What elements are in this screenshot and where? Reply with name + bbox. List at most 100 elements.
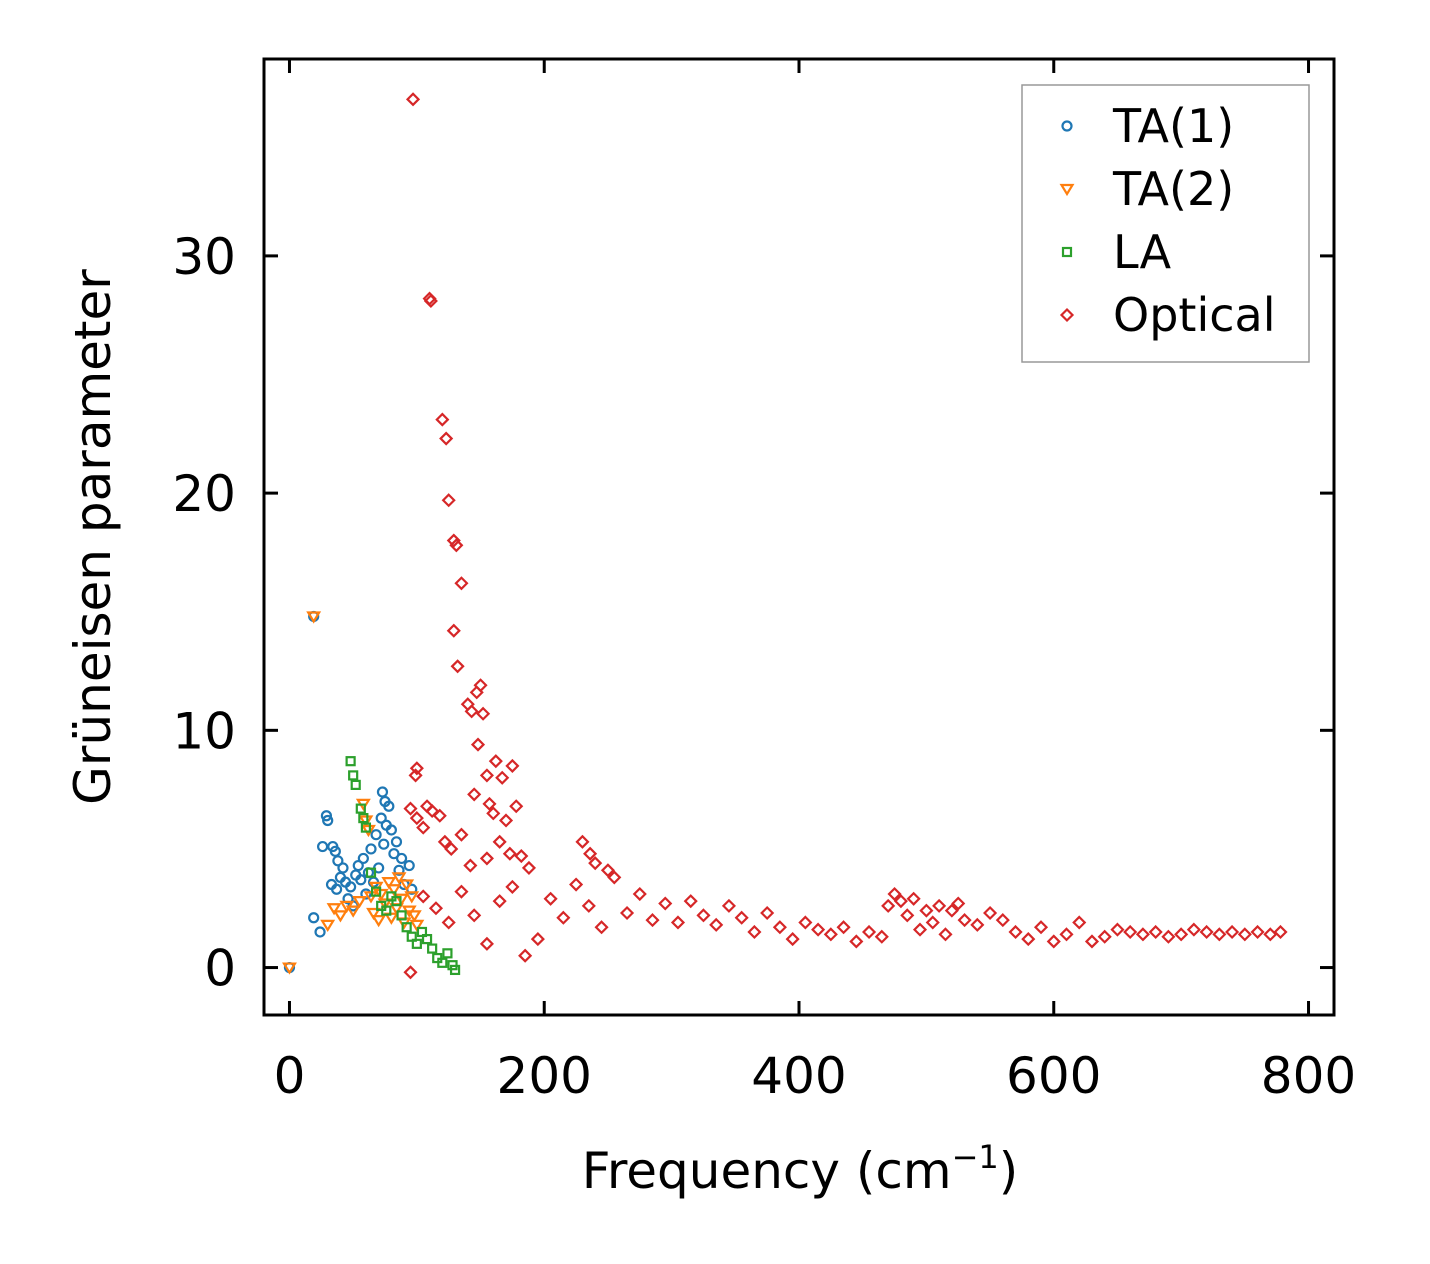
data-point	[394, 893, 410, 906]
data-point	[906, 891, 921, 906]
data-point	[747, 924, 762, 940]
data-point	[441, 915, 456, 930]
data-point	[416, 820, 431, 835]
data-point	[460, 697, 475, 712]
data-point	[645, 913, 660, 928]
data-point	[446, 533, 461, 548]
data-point	[811, 922, 826, 937]
data-point	[390, 836, 403, 848]
data-point	[893, 894, 908, 909]
data-point	[357, 852, 369, 865]
legend-entry: TA(2)	[1059, 162, 1234, 216]
x-tick-label: 400	[751, 1047, 846, 1105]
data-point	[437, 957, 448, 968]
legend-label: Optical	[1113, 288, 1275, 342]
data-point	[428, 901, 444, 916]
data-point	[454, 576, 469, 591]
data-point	[401, 922, 412, 933]
data-point	[454, 884, 469, 899]
axis-ticks: 0 200 400 600 800 0 10 20 30	[172, 59, 1356, 1105]
data-point	[345, 905, 361, 918]
data-point	[403, 859, 415, 872]
data-point	[345, 881, 357, 893]
data-point	[337, 862, 349, 874]
data-point	[449, 538, 464, 553]
legend-marker	[1059, 183, 1075, 197]
data-point	[696, 908, 711, 923]
data-point	[514, 849, 529, 864]
data-point	[479, 851, 494, 866]
data-point	[450, 659, 465, 674]
data-point	[358, 813, 369, 824]
data-point	[406, 910, 422, 923]
legend: TA(1) TA(2) LA Optical	[1021, 84, 1310, 363]
plot-marks	[282, 92, 1288, 980]
data-point	[370, 829, 382, 841]
data-point	[282, 962, 297, 975]
y-tick-label: 10	[172, 702, 236, 760]
data-point	[352, 859, 364, 872]
data-point	[326, 903, 342, 916]
data-point	[607, 870, 622, 885]
data-point	[970, 917, 985, 932]
series-la	[345, 756, 461, 976]
data-point	[823, 927, 838, 942]
data-point	[569, 877, 584, 892]
data-point	[1148, 924, 1163, 940]
data-point	[411, 938, 422, 949]
data-point	[479, 936, 494, 951]
data-point	[670, 915, 686, 930]
data-point	[399, 879, 415, 892]
data-point	[467, 908, 482, 923]
data-point	[721, 898, 736, 913]
data-point	[619, 905, 635, 921]
x-tick-label: 600	[1006, 1047, 1101, 1105]
data-point	[441, 493, 456, 508]
series-optical	[403, 92, 1288, 980]
data-point	[409, 919, 425, 932]
data-point	[408, 768, 423, 783]
data-point	[404, 891, 420, 904]
data-point	[862, 924, 877, 940]
data-point	[409, 761, 424, 776]
data-point	[345, 756, 356, 767]
data-point	[505, 758, 520, 773]
x-tick-label: 200	[497, 1047, 592, 1105]
data-point	[836, 920, 851, 935]
legend-entry: Optical	[1059, 288, 1275, 342]
data-point	[377, 898, 393, 911]
data-point	[1021, 932, 1036, 947]
data-point	[1097, 929, 1112, 944]
data-point	[556, 910, 571, 925]
data-point	[518, 948, 533, 963]
data-point	[385, 824, 397, 836]
legend-entry: TA(1)	[1061, 99, 1234, 153]
data-point	[583, 846, 598, 861]
data-point	[383, 800, 395, 812]
data-point	[492, 894, 507, 909]
data-point	[393, 864, 405, 876]
data-point	[874, 929, 889, 944]
data-point	[785, 932, 800, 947]
data-point	[1033, 920, 1049, 935]
data-point	[366, 907, 382, 921]
data-point	[320, 919, 336, 932]
data-point	[375, 812, 387, 824]
data-point	[505, 879, 520, 894]
data-point	[360, 822, 372, 833]
data-point	[1161, 929, 1176, 944]
data-point	[329, 845, 341, 857]
data-point	[912, 922, 928, 937]
data-point	[355, 803, 366, 814]
x-tick-label: 800	[1261, 1047, 1356, 1105]
data-point	[495, 770, 510, 785]
data-point	[995, 913, 1010, 928]
data-point	[476, 706, 491, 721]
legend-marker	[1059, 307, 1075, 323]
data-point	[469, 685, 484, 700]
data-point	[1072, 915, 1087, 930]
data-point	[957, 913, 972, 928]
data-point	[409, 811, 424, 826]
data-point	[322, 814, 334, 827]
